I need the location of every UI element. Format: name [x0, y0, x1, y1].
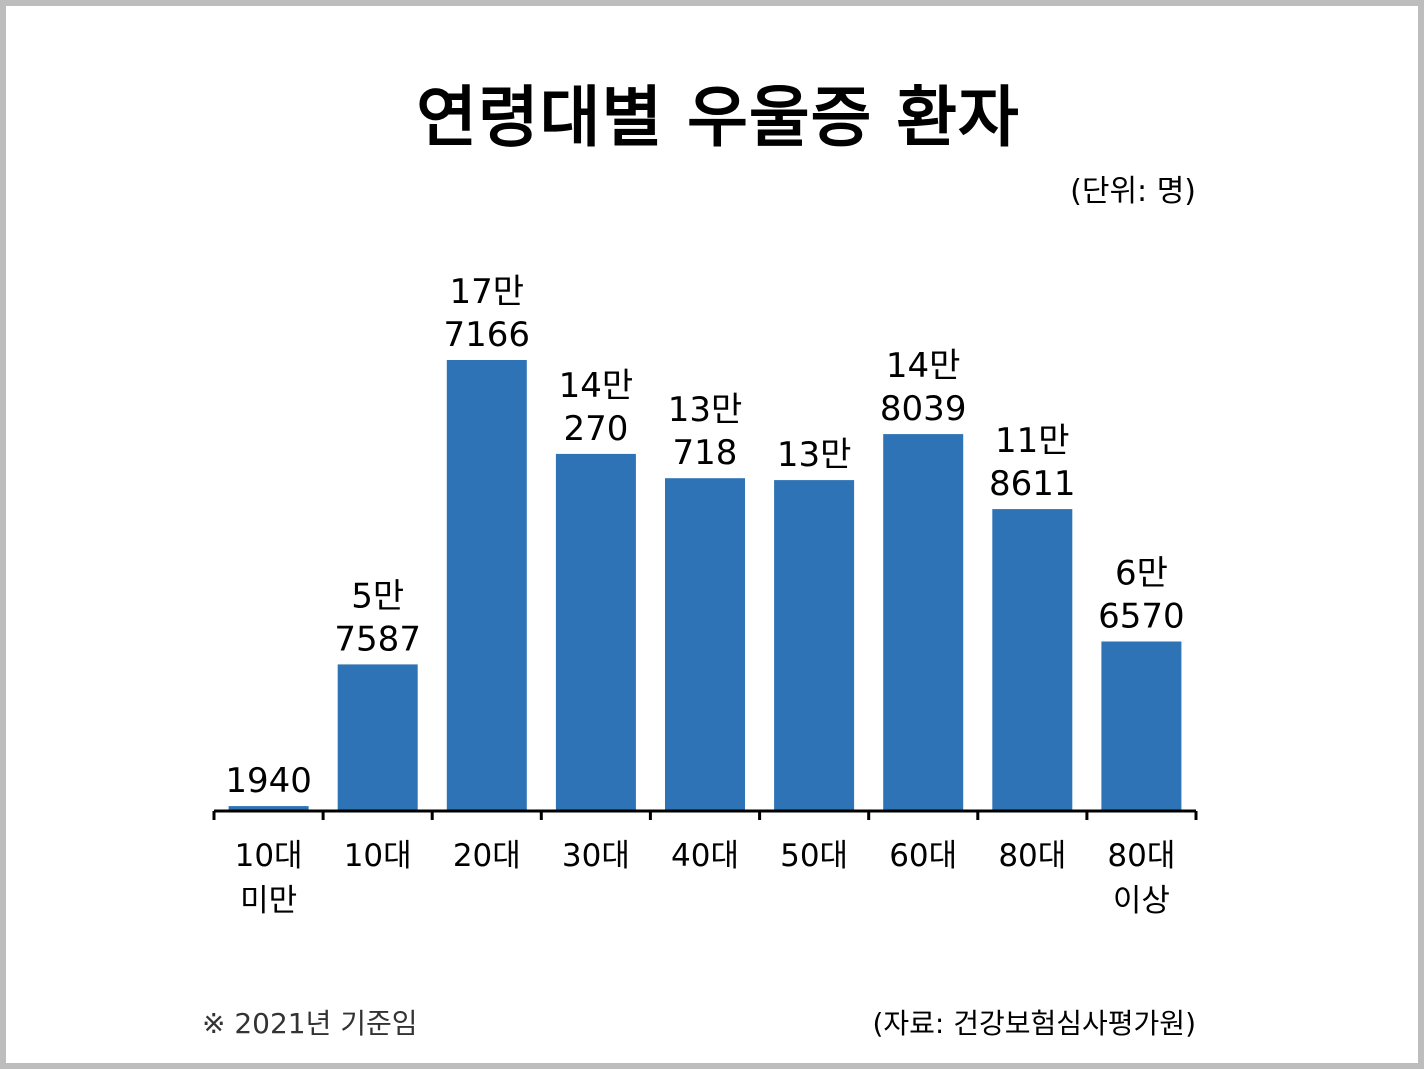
category-label-6-0: 60대	[889, 838, 957, 874]
category-label-2-0: 20대	[453, 838, 521, 874]
unit-label: (단위: 명)	[1070, 174, 1196, 209]
bar-3	[555, 453, 636, 811]
category-label-5-0: 50대	[780, 838, 848, 874]
data-label-6-1: 8039	[880, 389, 967, 429]
data-label-4-0: 13만	[668, 390, 743, 430]
data-label-3-0: 14만	[559, 366, 634, 406]
category-label-4-0: 40대	[671, 838, 739, 874]
data-label-2-0: 17만	[450, 272, 525, 312]
data-label-1-0: 5만	[351, 576, 404, 616]
data-label-0-0: 1940	[225, 761, 312, 801]
data-label-5-0: 13만	[777, 435, 852, 475]
category-label-7-0: 80대	[998, 838, 1066, 874]
source-note: (자료: 건강보험심사평가원)	[872, 1007, 1196, 1040]
data-label-7-1: 8611	[989, 464, 1076, 504]
category-label-8-1: 이상	[1113, 883, 1170, 919]
footnote: ※ 2021년 기준임	[202, 1007, 418, 1040]
data-label-1-1: 7587	[334, 619, 421, 659]
bar-0	[228, 806, 309, 811]
category-label-0-0: 10대	[235, 838, 303, 874]
category-label-0-1: 미만	[240, 883, 297, 919]
data-label-3-1: 270	[563, 409, 628, 449]
bar-6	[883, 434, 964, 811]
category-label-1-0: 10대	[344, 838, 412, 874]
data-label-8-1: 6570	[1098, 597, 1185, 637]
bar-chart: 194010대미만5만758710대17만716620대14만27030대13만…	[212, 272, 1198, 919]
data-label-7-0: 11만	[995, 421, 1070, 461]
data-label-8-0: 6만	[1115, 554, 1168, 594]
data-label-6-0: 14만	[886, 346, 961, 386]
bar-4	[665, 478, 745, 811]
bar-2	[446, 360, 527, 811]
bar-7	[992, 509, 1073, 811]
data-label-4-1: 718	[673, 433, 738, 473]
bar-1	[337, 664, 418, 811]
bar-8	[1101, 641, 1182, 811]
bar-5	[774, 480, 855, 811]
chart-title: 연령대별 우울증 환자	[416, 79, 1020, 156]
category-label-8-0: 80대	[1107, 838, 1175, 874]
data-label-2-1: 7166	[444, 315, 531, 355]
category-label-3-0: 30대	[562, 838, 630, 874]
